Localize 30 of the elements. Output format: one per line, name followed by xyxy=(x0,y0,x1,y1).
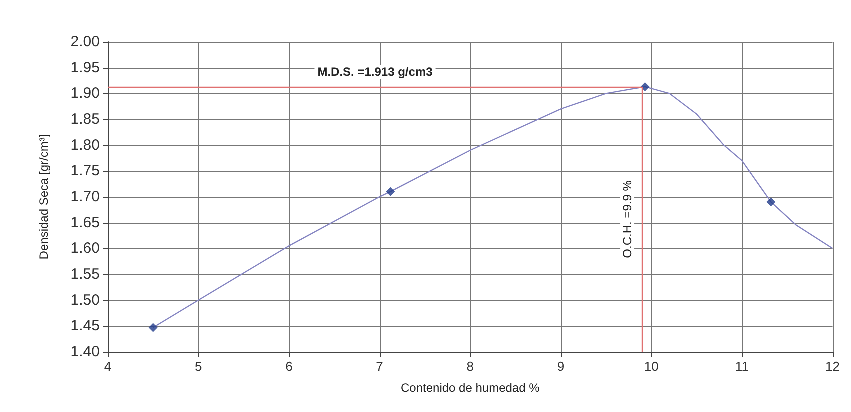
ref-line-label: M.D.S. =1.913 g/cm3 xyxy=(318,64,434,79)
y-tick-label: 1.45 xyxy=(70,318,100,335)
x-tick-label: 7 xyxy=(376,359,384,374)
x-tick-label: 5 xyxy=(194,359,202,374)
x-tick-label: 12 xyxy=(826,359,840,374)
y-axis-title: Densidad Seca [gr/cm³] xyxy=(37,134,51,260)
x-axis-title: Contenido de humedad % xyxy=(400,381,540,395)
y-tick-label: 1.75 xyxy=(70,162,100,180)
x-tick-label: 11 xyxy=(735,359,749,374)
point xyxy=(386,187,396,196)
y-tick-label: 1.90 xyxy=(70,85,100,102)
point xyxy=(766,198,776,207)
point xyxy=(148,323,158,332)
y-tick-label: 1.50 xyxy=(70,292,100,309)
x-tick-label: 8 xyxy=(466,359,474,374)
ref-line-label: O.C.H. =9.9 % xyxy=(620,180,635,258)
x-tick-label: 4 xyxy=(104,359,112,374)
y-tick-label: 1.95 xyxy=(70,59,100,76)
point xyxy=(640,82,650,92)
y-tick-label: 1.60 xyxy=(70,240,100,258)
y-tick-label: 1.85 xyxy=(70,111,100,128)
y-tick-label: 1.80 xyxy=(70,136,100,154)
y-tick-label: 1.55 xyxy=(70,266,100,283)
x-tick-label: 6 xyxy=(286,359,293,374)
x-tick-label: 10 xyxy=(644,359,659,374)
y-tick-label: 1.65 xyxy=(70,214,100,232)
x-tick-label: 9 xyxy=(557,359,565,374)
y-tick-label: 2.00 xyxy=(70,34,100,50)
y-tick-label: 1.40 xyxy=(70,344,100,360)
y-tick-label: 1.70 xyxy=(70,188,100,206)
